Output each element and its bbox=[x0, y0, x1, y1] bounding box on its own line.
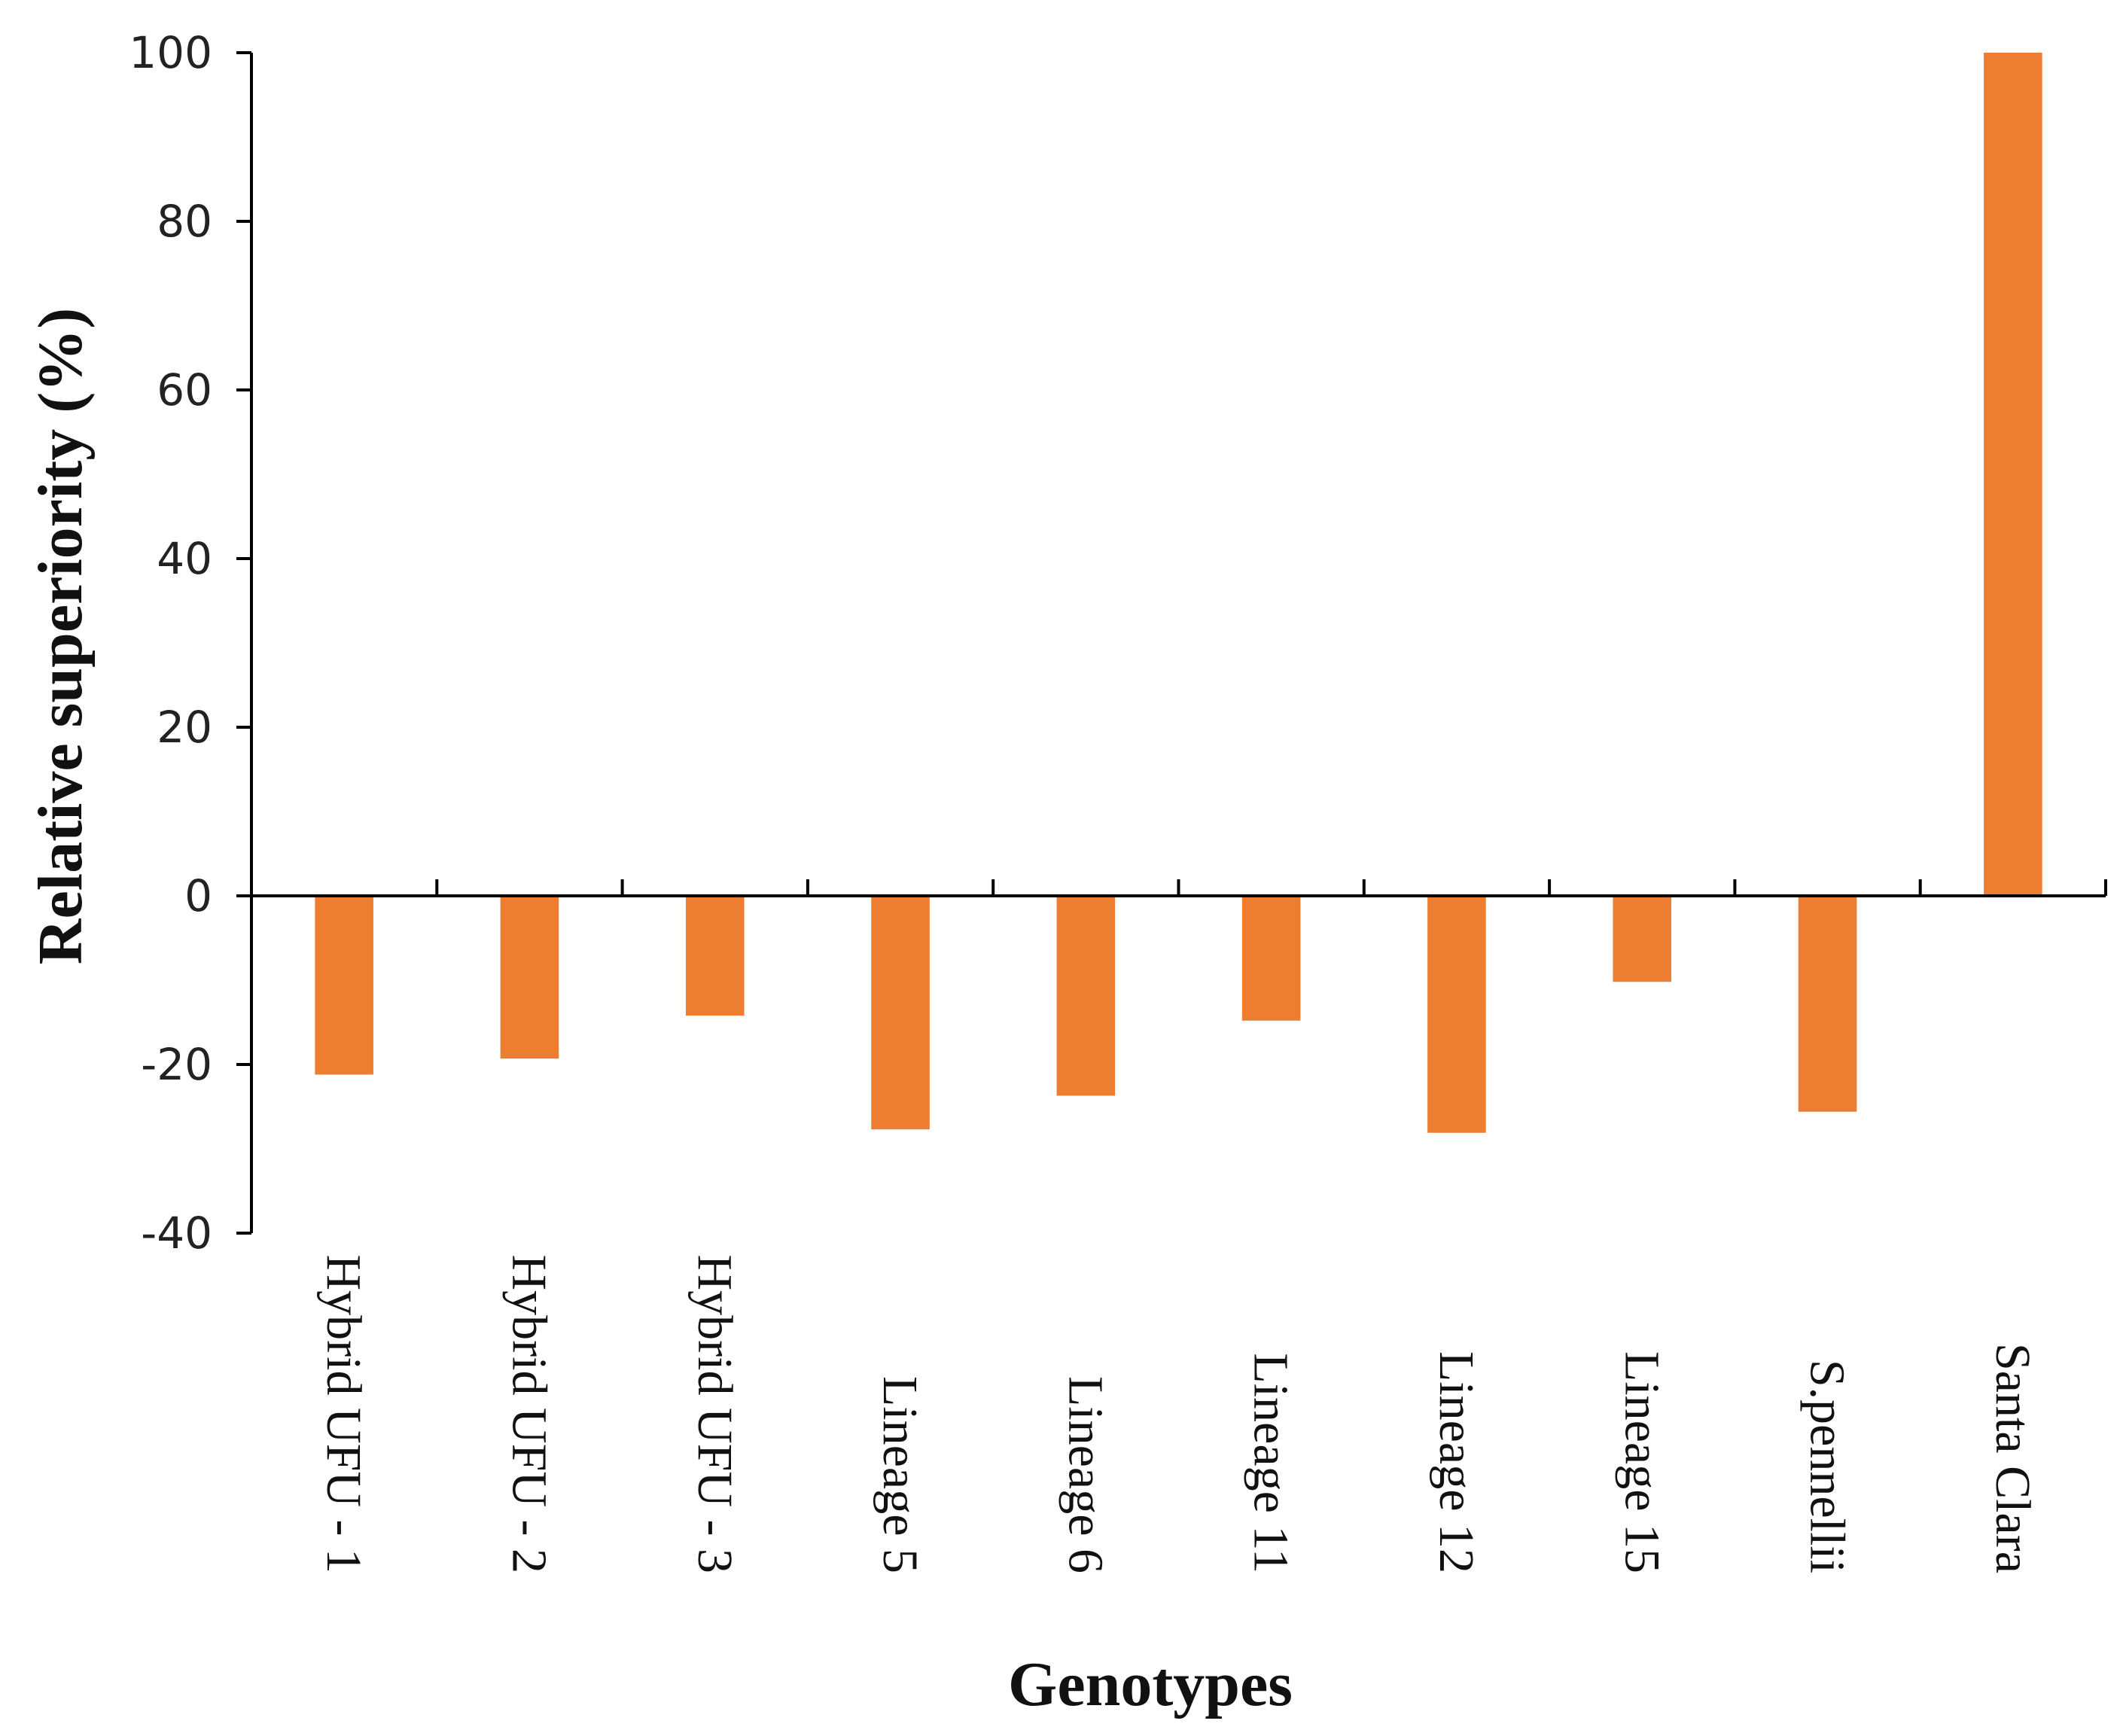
y-tick-label: 20 bbox=[157, 702, 212, 753]
y-axis-title: Relative superiority (%) bbox=[26, 308, 96, 964]
category-label: Santa Clara bbox=[1985, 1343, 2040, 1573]
category-label: Hybrid UFU - 1 bbox=[316, 1255, 371, 1574]
category-label: S.pennellii bbox=[1800, 1360, 1855, 1573]
category-label: Hybrid UFU - 2 bbox=[501, 1255, 556, 1574]
y-tick-label: -20 bbox=[141, 1039, 212, 1090]
y-axis: -40 -20 0 20 40 60 80 100 bbox=[129, 27, 253, 1259]
bar bbox=[1984, 53, 2042, 896]
bar bbox=[315, 896, 373, 1075]
y-tick-label: -40 bbox=[141, 1208, 212, 1259]
bar bbox=[500, 896, 559, 1059]
y-tick-label: 0 bbox=[184, 870, 212, 921]
category-label: Hybrid UFU - 3 bbox=[687, 1255, 742, 1574]
category-label: Lineage 11 bbox=[1244, 1353, 1299, 1573]
bar bbox=[1427, 896, 1486, 1133]
bar bbox=[1613, 896, 1672, 982]
bar bbox=[685, 896, 745, 1016]
bar bbox=[871, 896, 930, 1130]
y-tick-label: 80 bbox=[157, 196, 212, 247]
y-tick-label: 100 bbox=[129, 27, 212, 78]
category-labels: Hybrid UFU - 1 Hybrid UFU - 2 Hybrid UFU -… bbox=[316, 1255, 2040, 1574]
bar bbox=[1241, 896, 1301, 1021]
category-label: Lineage 6 bbox=[1058, 1376, 1113, 1573]
bar bbox=[1798, 896, 1857, 1112]
y-tick-label: 40 bbox=[157, 533, 212, 584]
x-axis bbox=[251, 879, 2107, 897]
category-label: Lineage 5 bbox=[873, 1376, 927, 1573]
bar bbox=[1056, 896, 1116, 1096]
category-label: Lineage 15 bbox=[1614, 1351, 1669, 1573]
bars bbox=[315, 53, 2042, 1133]
category-label: Lineage 12 bbox=[1429, 1351, 1484, 1573]
y-tick-label: 60 bbox=[157, 364, 212, 416]
x-axis-title: Genotypes bbox=[1008, 1649, 1293, 1719]
